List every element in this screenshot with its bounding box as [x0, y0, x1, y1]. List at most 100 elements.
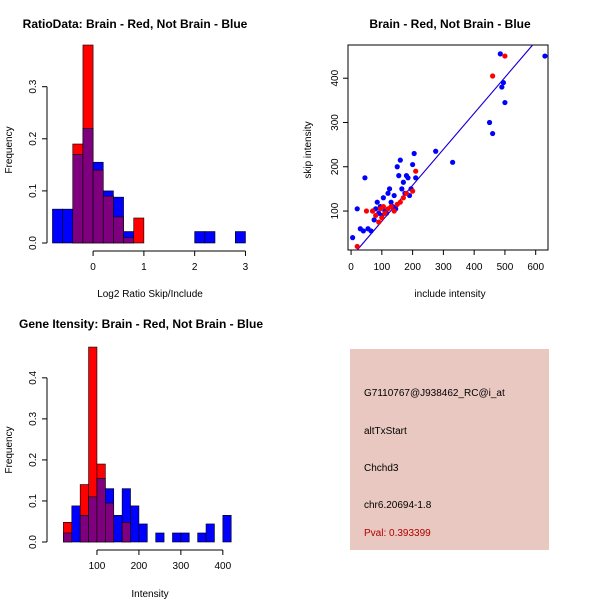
brain-point-13: [397, 199, 403, 205]
x-tick-label-100: 100: [374, 262, 391, 273]
not-brain-point-25: [397, 157, 403, 163]
brain-point-3: [373, 212, 379, 219]
y-tick-label-100: 100: [330, 202, 341, 219]
overlap-bar-4: [96, 478, 106, 543]
info-gene: Chchd3: [364, 463, 399, 474]
not-brain-point-33: [410, 161, 416, 168]
not-brain-point-30: [405, 175, 411, 181]
overlap-bar-5: [105, 502, 115, 543]
intensity-x-axis: 100 200 300 400: [89, 549, 232, 572]
brain-point-17: [413, 168, 419, 174]
intensity-ylabel: Frequency: [4, 426, 15, 473]
intensity-xlabel: Intensity: [131, 589, 168, 600]
not-brain-bar-10: [155, 532, 165, 543]
y-tick-label-200: 200: [330, 158, 341, 175]
info-event: altTxStart: [364, 426, 407, 437]
not-brain-bar-1: [62, 208, 74, 244]
not-brain-point-4: [362, 175, 368, 181]
y-tick-label-0.2: 0.2: [28, 131, 39, 145]
not-brain-bar-13: [197, 532, 207, 543]
brain-point-2: [370, 208, 376, 214]
scatter-points: [350, 51, 548, 250]
not-brain-point-10: [374, 199, 380, 205]
x-tick-label-200: 200: [131, 561, 148, 572]
brain-point-6: [379, 215, 385, 221]
x-tick-label-300: 300: [173, 561, 190, 572]
not-brain-point-34: [411, 150, 417, 157]
not-brain-point-14: [380, 195, 386, 201]
ratio-title: RatioData: Brain - Red, Not Brain - Blue: [23, 17, 248, 31]
y-tick-label-0: 0.0: [28, 236, 39, 250]
x-tick-label-1: 1: [141, 262, 147, 273]
y-tick-label-300: 300: [330, 114, 341, 131]
y-tick-label-0.3: 0.3: [28, 79, 39, 93]
y-tick-label-0.2: 0.2: [28, 453, 39, 467]
overlap-bar-7: [121, 521, 131, 543]
x-tick-label-300: 300: [435, 262, 452, 273]
brain-point-18: [490, 73, 496, 79]
intensity-y-axis: 0.0 0.1 0.2 0.3 0.4: [28, 370, 48, 549]
brain-point-15: [403, 190, 410, 196]
not-brain-point-27: [400, 179, 406, 185]
not-brain-point-41: [499, 84, 505, 90]
x-tick-label-500: 500: [497, 262, 514, 273]
scatter-plot-box: [347, 44, 549, 251]
x-tick-label-100: 100: [89, 561, 106, 572]
not-brain-bar-12: [180, 532, 190, 543]
not-brain-bar-9: [194, 231, 206, 244]
not-brain-point-17: [385, 190, 391, 196]
x-tick-label-200: 200: [404, 262, 421, 273]
not-brain-point-43: [502, 99, 508, 106]
not-brain-bar-1: [71, 505, 81, 543]
scatter-xlabel: include intensity: [414, 289, 485, 300]
not-brain-bar-6: [113, 515, 123, 543]
intensity-bars: [63, 346, 232, 543]
not-brain-point-19: [388, 199, 394, 205]
not-brain-point-18: [386, 186, 393, 192]
x-tick-label-0: 0: [348, 262, 354, 273]
not-brain-point-36: [433, 148, 439, 154]
info-pval: Pval: 0.393399: [364, 528, 431, 539]
overlap-bar-3: [82, 128, 94, 244]
not-brain-point-40: [497, 51, 503, 57]
not-brain-bar-11: [235, 231, 246, 244]
x-tick-label-0: 0: [90, 262, 96, 273]
ratio-ylabel: Frequency: [4, 126, 15, 173]
not-brain-point-23: [394, 164, 400, 170]
x-tick-label-600: 600: [527, 262, 544, 273]
overlap-bar-2: [79, 515, 89, 543]
ratio-y-axis: 0.0 0.1 0.2 0.3: [28, 79, 48, 250]
not-brain-point-0: [350, 235, 356, 241]
brain-point-4: [376, 219, 382, 225]
intensity-title: Gene Itensity: Brain - Red, Not Brain - …: [19, 317, 263, 331]
y-tick-label-0.1: 0.1: [28, 184, 39, 198]
brain-point-14: [400, 195, 406, 201]
x-tick-label-2: 2: [192, 262, 198, 273]
intensity-scatter: Brain - Red, Not Brain - Blue include in…: [303, 17, 549, 300]
not-brain-bar-0: [52, 208, 63, 244]
not-brain-bar-10: [204, 231, 216, 244]
brain-point-1: [363, 208, 370, 214]
not-brain-point-38: [486, 119, 493, 126]
not-brain-point-42: [500, 80, 506, 86]
brain-point-7: [380, 204, 386, 210]
scatter-ylabel: skip intensity: [303, 121, 314, 178]
intensity-histogram: Gene Itensity: Brain - Red, Not Brain - …: [4, 317, 263, 600]
brain-point-8: [382, 210, 388, 216]
not-brain-bar-11: [172, 532, 182, 543]
not-brain-point-26: [399, 186, 405, 192]
overlap-bar-7: [123, 237, 135, 244]
brain-point-0: [354, 243, 360, 250]
x-tick-label-400: 400: [214, 561, 231, 572]
overlap-bar-0: [63, 532, 73, 543]
overlap-bar-6: [113, 216, 124, 244]
ratio-histogram: RatioData: Brain - Red, Not Brain - Blue…: [4, 17, 249, 300]
not-brain-point-37: [450, 159, 456, 165]
not-brain-bar-14: [205, 523, 215, 543]
overlap-bar-5: [102, 195, 114, 244]
brain-bar-8: [133, 217, 145, 244]
not-brain-point-8: [371, 217, 377, 223]
brain-point-11: [391, 208, 397, 214]
overlap-bar-4: [92, 169, 104, 244]
scatter-title: Brain - Red, Not Brain - Blue: [369, 17, 531, 31]
